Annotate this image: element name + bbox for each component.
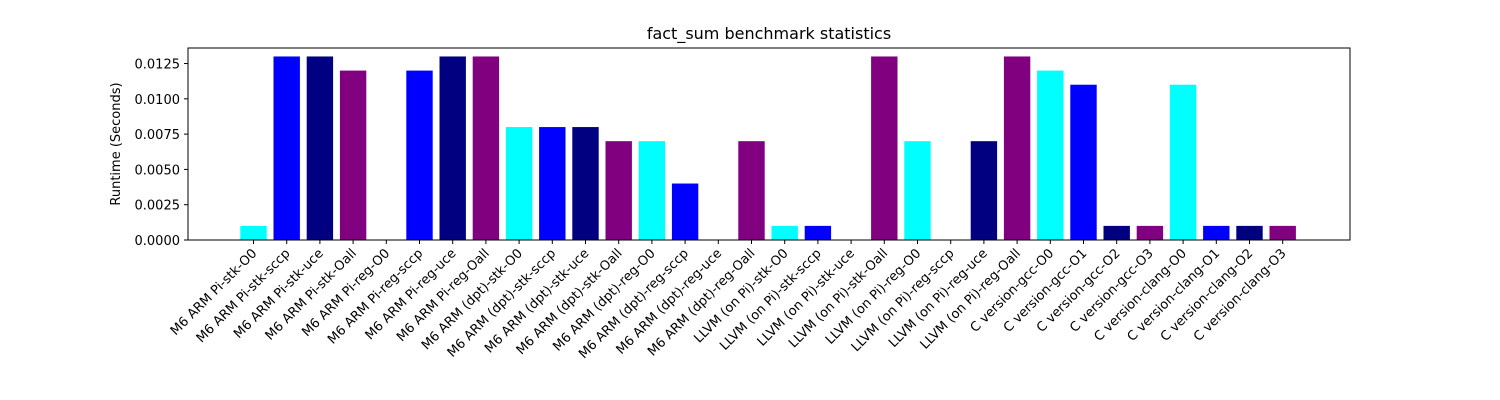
bar <box>539 127 566 240</box>
y-tick-label: 0.0050 <box>135 163 181 178</box>
bar <box>1236 225 1263 240</box>
bar <box>1003 56 1031 240</box>
y-axis-label: Runtime (Seconds) <box>109 82 124 205</box>
bar <box>1203 225 1230 240</box>
chart-title: fact_sum benchmark statistics <box>647 24 891 44</box>
y-tick-label: 0.0125 <box>135 58 181 73</box>
bar <box>771 225 798 240</box>
bar <box>671 183 699 240</box>
y-tick-label: 0.0025 <box>135 199 181 214</box>
bar <box>605 141 632 240</box>
bar <box>273 56 300 240</box>
bar <box>904 141 931 240</box>
y-tick-label: 0.0000 <box>135 234 181 249</box>
bar <box>1169 84 1197 241</box>
bar <box>638 141 666 240</box>
bar <box>1070 84 1097 241</box>
bar <box>871 56 898 240</box>
bar <box>1103 225 1130 240</box>
bar <box>1136 225 1164 240</box>
bar <box>970 141 998 240</box>
bar <box>306 56 334 240</box>
y-ticks-group: 0.0000 0.0025 0.0050 0.0075 0.0100 0.0125 <box>135 58 188 249</box>
bars-group <box>240 56 1296 241</box>
y-tick-label: 0.0075 <box>135 128 181 143</box>
bar <box>804 225 832 240</box>
y-tick-label: 0.0100 <box>135 93 181 108</box>
bar <box>572 127 599 240</box>
bar <box>339 70 367 240</box>
plot-frame <box>187 47 1351 241</box>
bar <box>505 127 533 240</box>
bar <box>738 141 765 240</box>
bar <box>472 56 500 240</box>
bar <box>439 56 466 240</box>
bar <box>1037 70 1064 240</box>
bar <box>240 225 267 240</box>
bar <box>1269 225 1296 240</box>
bar <box>406 70 433 240</box>
